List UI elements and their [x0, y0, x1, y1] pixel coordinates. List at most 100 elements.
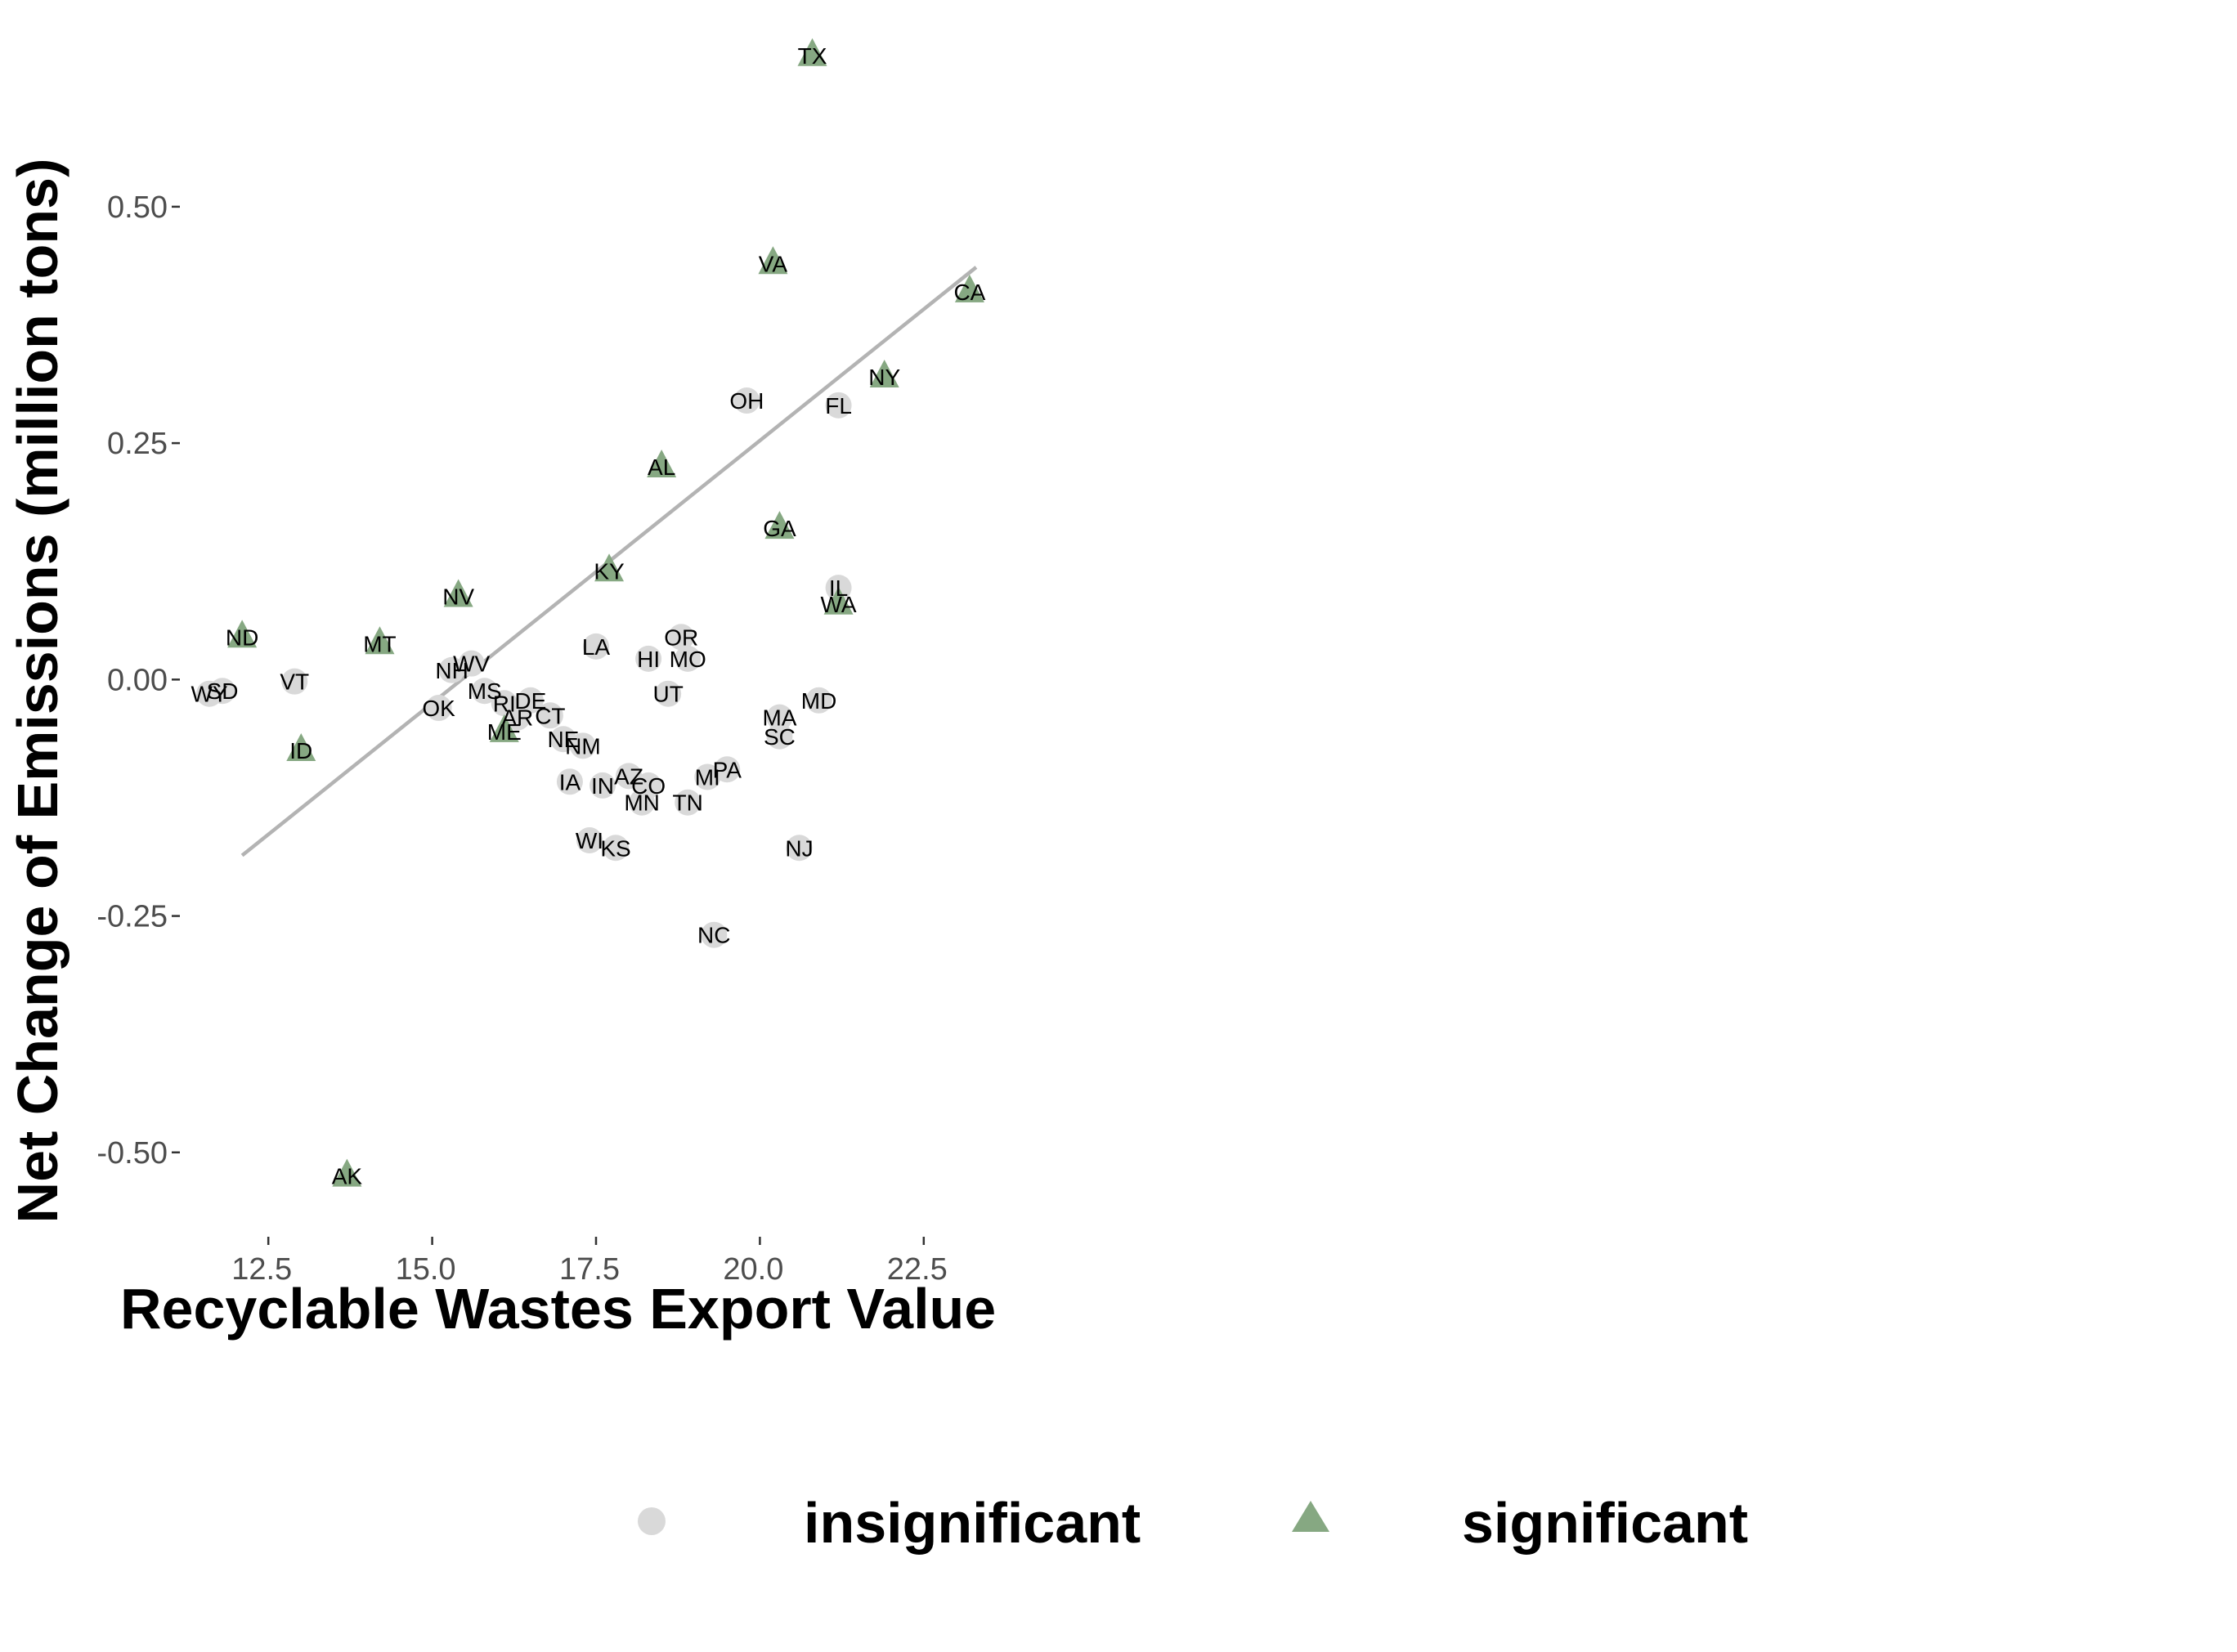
- legend-significant-marker: [1292, 1501, 1329, 1532]
- x-tick-label: 20.0: [723, 1252, 783, 1287]
- point-or-marker: [668, 624, 695, 651]
- point-label-il: IL: [829, 575, 848, 601]
- point-label-ks: KS: [600, 835, 630, 861]
- point-label-nh: NH: [435, 658, 468, 683]
- point-mi-marker: [694, 763, 721, 790]
- point-label-az: AZ: [614, 763, 643, 789]
- point-ms-marker: [471, 678, 498, 705]
- legend-significant-label: significant: [1462, 1491, 1748, 1555]
- point-nd-marker: [227, 620, 258, 648]
- point-nv-marker: [443, 579, 473, 607]
- point-mt-marker: [365, 626, 395, 655]
- point-label-ny: NY: [868, 365, 900, 390]
- y-tick-label: 0.50: [107, 190, 168, 225]
- point-label-nd: ND: [226, 625, 258, 650]
- point-ct-marker: [536, 702, 563, 729]
- point-label-tn: TN: [673, 790, 703, 816]
- point-ga-marker: [764, 511, 795, 539]
- point-mo-marker: [675, 645, 702, 672]
- point-label-nj: NJ: [785, 835, 813, 861]
- point-nh-marker: [438, 656, 465, 683]
- point-label-ia: IA: [559, 769, 581, 795]
- x-tick-label: 12.5: [231, 1252, 292, 1287]
- point-label-ak: AK: [332, 1164, 363, 1189]
- point-az-marker: [616, 763, 643, 790]
- point-label-ct: CT: [535, 703, 565, 728]
- point-ny-marker: [869, 360, 899, 388]
- point-label-sd: SD: [207, 678, 239, 704]
- point-label-oh: OH: [729, 388, 764, 414]
- point-label-ca: CA: [953, 280, 985, 305]
- point-label-tx: TX: [798, 43, 827, 69]
- point-label-ut: UT: [653, 682, 684, 707]
- point-label-mt: MT: [363, 631, 396, 656]
- point-label-nm: NM: [565, 733, 601, 759]
- point-label-ri: RI: [493, 691, 516, 716]
- point-ks-marker: [603, 835, 630, 862]
- point-oh-marker: [733, 387, 760, 414]
- point-label-hi: HI: [637, 647, 660, 672]
- point-label-al: AL: [648, 454, 675, 480]
- point-va-marker: [758, 246, 788, 275]
- point-label-va: VA: [759, 251, 788, 276]
- point-label-md: MD: [801, 688, 837, 714]
- point-vt-marker: [281, 668, 308, 695]
- point-label-pa: PA: [713, 757, 742, 782]
- point-sd-marker: [209, 678, 236, 705]
- y-tick-label: 0.00: [107, 663, 168, 697]
- y-axis: -0.50 -0.25 0.00 0.25 0.50: [96, 190, 180, 1171]
- point-nc-marker: [701, 921, 728, 948]
- point-label-la: LA: [582, 634, 611, 660]
- point-label-fl: FL: [825, 393, 852, 419]
- point-label-sc: SC: [764, 724, 796, 750]
- point-wi-marker: [576, 827, 603, 854]
- point-al-marker: [647, 449, 677, 477]
- legend: insignificant significant: [638, 1491, 1748, 1555]
- point-pa-marker: [714, 756, 741, 783]
- point-md-marker: [805, 687, 832, 714]
- point-sc-marker: [766, 723, 793, 750]
- point-label-or: OR: [664, 625, 698, 650]
- point-id-marker: [286, 733, 316, 762]
- point-hi-marker: [635, 645, 662, 672]
- y-tick-label: 0.25: [107, 427, 168, 461]
- point-la-marker: [582, 633, 609, 660]
- point-label-ma: MA: [762, 705, 796, 731]
- point-in-marker: [590, 772, 616, 799]
- y-tick-label: -0.25: [96, 900, 168, 934]
- point-me-marker: [489, 714, 519, 742]
- data-points: [196, 38, 984, 1187]
- x-tick-label: 17.5: [559, 1252, 620, 1287]
- point-label-de: DE: [514, 688, 546, 714]
- point-label-wa: WA: [821, 592, 857, 617]
- point-nj-marker: [786, 835, 813, 862]
- x-axis: 12.5 15.0 17.5 20.0 22.5: [231, 1237, 948, 1287]
- point-ne-marker: [549, 726, 576, 753]
- point-label-me: ME: [487, 719, 522, 745]
- point-ar-marker: [504, 704, 531, 731]
- point-label-ar: AR: [501, 705, 533, 731]
- point-tx-marker: [797, 38, 827, 66]
- point-ut-marker: [655, 680, 682, 707]
- point-label-ga: GA: [763, 516, 796, 541]
- point-wv-marker: [458, 650, 485, 677]
- x-tick-label: 15.0: [396, 1252, 456, 1287]
- point-nm-marker: [569, 732, 596, 759]
- point-ky-marker: [594, 553, 625, 582]
- point-ak-marker: [332, 1158, 362, 1187]
- point-label-nv: NV: [442, 584, 474, 610]
- point-mn-marker: [629, 789, 656, 816]
- point-label-mn: MN: [624, 790, 660, 816]
- point-label-id: ID: [289, 738, 312, 763]
- legend-insignificant-label: insignificant: [804, 1491, 1141, 1555]
- x-tick-label: 22.5: [887, 1252, 948, 1287]
- point-label-mi: MI: [695, 765, 720, 790]
- y-axis-title: Net Change of Emissions (million tons): [6, 159, 69, 1224]
- point-label-ky: KY: [594, 558, 625, 584]
- point-wa-marker: [823, 586, 854, 615]
- point-label-wy: WY: [191, 682, 227, 707]
- point-label-co: CO: [631, 773, 666, 799]
- point-ca-marker: [954, 274, 984, 302]
